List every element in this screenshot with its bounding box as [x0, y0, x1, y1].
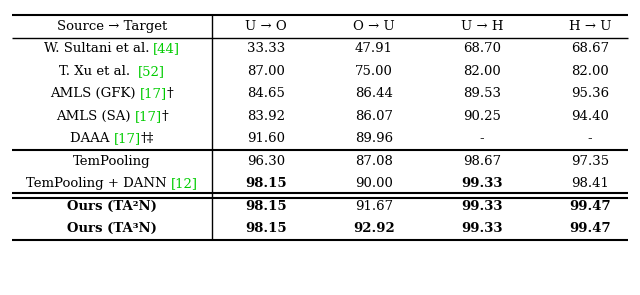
- Text: Ours (TA²N): Ours (TA²N): [67, 200, 157, 213]
- Text: U → H: U → H: [461, 20, 503, 33]
- Text: AMLS (SA): AMLS (SA): [56, 110, 134, 123]
- Text: 98.15: 98.15: [245, 200, 287, 213]
- Text: †‡: †‡: [141, 132, 154, 145]
- Text: 90.25: 90.25: [463, 110, 501, 123]
- Text: 99.47: 99.47: [569, 222, 611, 235]
- Text: 99.33: 99.33: [461, 222, 503, 235]
- Text: 98.15: 98.15: [245, 222, 287, 235]
- Text: 68.67: 68.67: [571, 42, 609, 55]
- Text: -: -: [588, 132, 592, 145]
- Text: H → U: H → U: [569, 20, 611, 33]
- Text: O → U: O → U: [353, 20, 395, 33]
- Text: 92.92: 92.92: [353, 222, 395, 235]
- Text: 83.92: 83.92: [247, 110, 285, 123]
- Text: 84.65: 84.65: [247, 87, 285, 100]
- Text: 82.00: 82.00: [571, 65, 609, 78]
- Text: †: †: [167, 87, 174, 100]
- Text: 90.00: 90.00: [355, 177, 393, 190]
- Text: 99.33: 99.33: [461, 200, 503, 213]
- Text: [12]: [12]: [171, 177, 198, 190]
- Text: 99.47: 99.47: [569, 200, 611, 213]
- Text: 86.44: 86.44: [355, 87, 393, 100]
- Text: 68.70: 68.70: [463, 42, 501, 55]
- Text: 94.40: 94.40: [571, 110, 609, 123]
- Text: [17]: [17]: [134, 110, 161, 123]
- Text: 75.00: 75.00: [355, 65, 393, 78]
- Text: 89.53: 89.53: [463, 87, 501, 100]
- Text: 98.67: 98.67: [463, 155, 501, 168]
- Text: 96.30: 96.30: [247, 155, 285, 168]
- Text: Ours (TA³N): Ours (TA³N): [67, 222, 157, 235]
- Text: -: -: [480, 132, 484, 145]
- Text: U → O: U → O: [245, 20, 287, 33]
- Text: 99.33: 99.33: [461, 177, 503, 190]
- Text: 91.60: 91.60: [247, 132, 285, 145]
- Text: 89.96: 89.96: [355, 132, 393, 145]
- Text: 91.67: 91.67: [355, 200, 393, 213]
- Text: Source → Target: Source → Target: [57, 20, 167, 33]
- Text: [52]: [52]: [138, 65, 165, 78]
- Text: DAAA: DAAA: [70, 132, 114, 145]
- Text: [17]: [17]: [140, 87, 167, 100]
- Text: 47.91: 47.91: [355, 42, 393, 55]
- Text: 86.07: 86.07: [355, 110, 393, 123]
- Text: TemPooling + DANN: TemPooling + DANN: [26, 177, 171, 190]
- Text: 98.15: 98.15: [245, 177, 287, 190]
- Text: †: †: [161, 110, 168, 123]
- Text: W. Sultani et al.: W. Sultani et al.: [44, 42, 154, 55]
- Text: TemPooling: TemPooling: [73, 155, 151, 168]
- Text: 33.33: 33.33: [247, 42, 285, 55]
- Text: AMLS (GFK): AMLS (GFK): [50, 87, 140, 100]
- Text: 82.00: 82.00: [463, 65, 501, 78]
- Text: 97.35: 97.35: [571, 155, 609, 168]
- Text: T. Xu et al.: T. Xu et al.: [59, 65, 138, 78]
- Text: 87.00: 87.00: [247, 65, 285, 78]
- Text: 87.08: 87.08: [355, 155, 393, 168]
- Text: 95.36: 95.36: [571, 87, 609, 100]
- Text: [17]: [17]: [114, 132, 141, 145]
- Text: 98.41: 98.41: [571, 177, 609, 190]
- Text: [44]: [44]: [154, 42, 180, 55]
